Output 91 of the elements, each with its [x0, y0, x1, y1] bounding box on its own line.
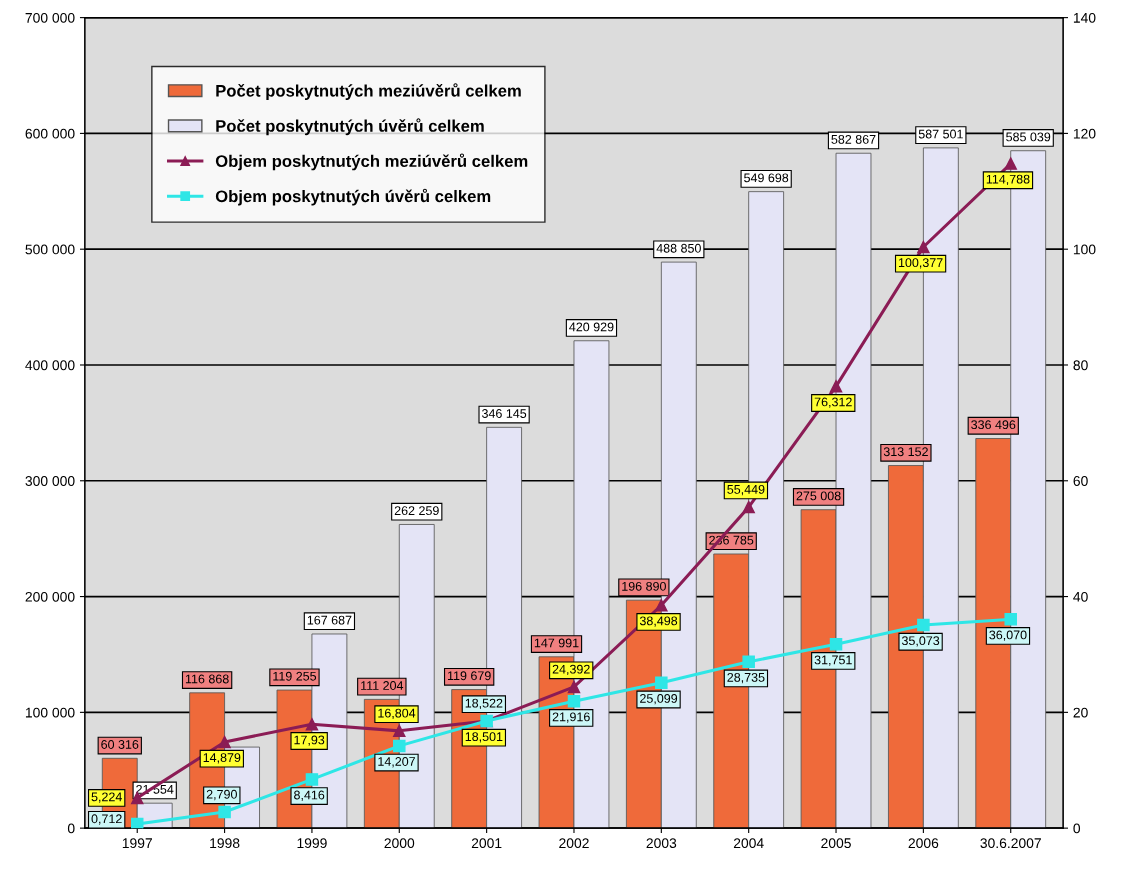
y2-tick-label: 60 [1073, 476, 1088, 486]
data-label: 262 259 [394, 506, 439, 516]
point [1004, 157, 1017, 170]
point [130, 817, 144, 829]
data-label: 346 145 [481, 409, 527, 418]
point [917, 618, 930, 632]
y2-tick-label: 80 [1073, 360, 1088, 371]
point [393, 739, 406, 753]
data-label: 119 679 [447, 671, 491, 681]
data-label: 55,449 [727, 484, 765, 496]
data-label: 25,099 [640, 694, 678, 705]
y-tick-label: 400 000 [25, 360, 75, 371]
data-label: 114,788 [986, 174, 1030, 186]
legend-label: Objem poskytnutých úvěrů celkem [215, 188, 491, 206]
y-tick-label: 700 000 [25, 12, 75, 23]
data-label: 16,804 [378, 708, 416, 720]
data-label: 18,501 [465, 732, 503, 743]
legend-label: Objem poskytnutých meziúvěrů celkem [215, 153, 528, 171]
y2-tick-label: 40 [1073, 591, 1088, 602]
data-label: 60 316 [101, 740, 139, 749]
point [742, 500, 755, 514]
legend-label: Počet poskytnutých meziúvěrů celkem [216, 83, 521, 100]
point [305, 773, 319, 786]
y2-tick-label: 140 [1073, 12, 1096, 23]
data-label: 36,070 [989, 630, 1027, 641]
data-label: 275 008 [796, 491, 841, 501]
x-tick-label: 2004 [733, 838, 764, 849]
point [655, 676, 668, 690]
data-label: 167 687 [307, 615, 352, 625]
point [829, 638, 843, 651]
data-label: 24,392 [552, 664, 590, 676]
y-tick-label: 0 [67, 823, 75, 834]
y2-tick-label: 100 [1073, 244, 1096, 255]
point [393, 724, 406, 738]
y-tick-label: 300 000 [25, 476, 75, 486]
data-label: 35,073 [901, 636, 940, 647]
point [567, 680, 581, 694]
data-label: 336 496 [971, 420, 1016, 430]
data-label: 585 039 [1006, 132, 1051, 142]
data-label: 5,224 [91, 792, 122, 803]
point [218, 735, 231, 749]
data-label: 100,377 [898, 258, 943, 269]
point [305, 718, 319, 731]
data-label: 313 152 [883, 447, 928, 457]
x-tick-label: 1997 [122, 838, 152, 849]
data-label: 488 850 [656, 243, 701, 253]
data-label: 28,735 [727, 672, 765, 684]
y-tick-label: 100 000 [25, 707, 75, 718]
data-label: 76,312 [814, 397, 852, 408]
y-tick-label: 500 000 [25, 244, 75, 255]
data-label: 8,416 [294, 790, 325, 801]
point [218, 805, 231, 819]
point [917, 240, 930, 254]
data-label: 18,522 [465, 698, 503, 710]
data-label: 196 890 [622, 581, 666, 591]
y-tick-label: 200 000 [25, 591, 75, 602]
x-tick-label: 1999 [297, 838, 327, 849]
data-label: 549 698 [744, 173, 789, 183]
data-label: 119 255 [273, 671, 317, 681]
x-tick-label: 2003 [646, 838, 677, 849]
data-label: 420 929 [569, 322, 614, 332]
point [1004, 613, 1017, 626]
data-label: 31,751 [814, 655, 852, 666]
y2-tick-label: 0 [1073, 823, 1081, 834]
data-label: 147 991 [534, 638, 579, 648]
x-tick-label: 2005 [821, 838, 851, 849]
legend-label: Počet poskytnutých úvěrů celkem [216, 118, 484, 136]
x-tick-label: 2006 [908, 838, 939, 849]
point [829, 380, 843, 393]
data-label: 2,790 [206, 789, 237, 801]
x-tick-label: 2000 [384, 838, 415, 849]
data-label: 587 501 [918, 129, 963, 139]
data-label: 116 868 [185, 674, 229, 684]
point [655, 599, 668, 612]
data-label: 17,93 [294, 735, 325, 746]
y2-tick-label: 20 [1073, 707, 1088, 718]
data-label: 14,879 [203, 753, 241, 764]
x-tick-label: 2001 [471, 838, 502, 849]
data-label: 111 204 [361, 681, 404, 690]
data-label: 0,712 [91, 814, 122, 825]
point [742, 655, 755, 669]
x-tick-label: 30.6.2007 [980, 838, 1041, 849]
data-label: 21,916 [552, 712, 590, 723]
x-tick-label: 2002 [559, 838, 589, 849]
y2-tick-label: 120 [1073, 128, 1096, 139]
data-label: 38,498 [639, 616, 678, 627]
x-tick-label: 1998 [210, 838, 240, 849]
y-tick-label: 600 000 [25, 128, 75, 139]
data-label: 582 867 [831, 134, 876, 144]
data-label: 14,207 [378, 757, 415, 768]
point [567, 695, 581, 708]
